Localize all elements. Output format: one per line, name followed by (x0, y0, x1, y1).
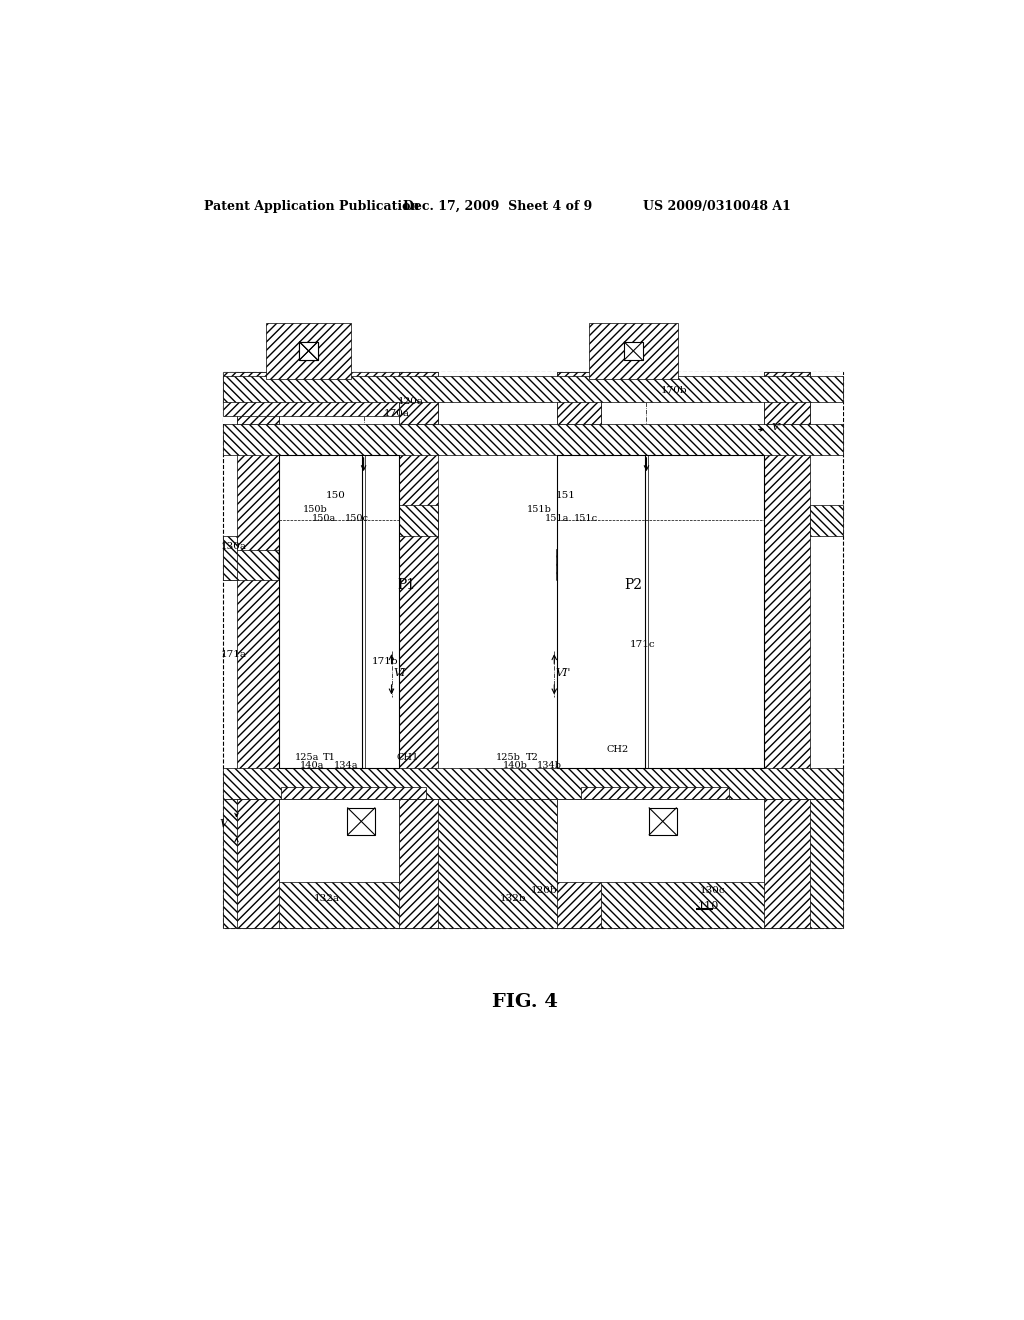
Text: FIG. 4: FIG. 4 (492, 993, 558, 1011)
Bar (624, 342, 643, 360)
Text: VI: VI (393, 668, 406, 678)
Text: 171c: 171c (630, 640, 655, 648)
Bar (764, 372, 810, 424)
Bar (764, 372, 810, 928)
Text: 171a: 171a (221, 649, 247, 659)
Text: 150: 150 (326, 491, 345, 500)
Text: 125a: 125a (295, 752, 319, 762)
Text: 140a: 140a (300, 760, 325, 770)
Text: Dec. 17, 2009  Sheet 4 of 9: Dec. 17, 2009 Sheet 4 of 9 (403, 199, 592, 213)
Bar (399, 372, 438, 424)
Polygon shape (557, 506, 764, 581)
Text: CH2: CH2 (606, 744, 629, 754)
Text: 150a: 150a (311, 515, 336, 523)
Text: 170a: 170a (384, 409, 410, 418)
Text: 120b: 120b (531, 886, 558, 895)
Text: 151b: 151b (527, 506, 552, 513)
Bar (589, 323, 678, 379)
Bar (223, 536, 237, 581)
Bar (223, 372, 843, 424)
Bar (764, 799, 810, 928)
Bar (223, 376, 843, 401)
Text: 125b: 125b (496, 752, 521, 762)
Text: 171b: 171b (372, 657, 398, 667)
Bar (557, 372, 601, 424)
Text: 170b: 170b (662, 387, 688, 395)
Bar (299, 342, 317, 360)
Text: 132a: 132a (314, 894, 340, 903)
Bar (223, 424, 843, 455)
Bar (237, 372, 280, 424)
Text: 150c: 150c (345, 515, 369, 523)
Text: 132b: 132b (500, 894, 526, 903)
Text: P1: P1 (397, 578, 416, 593)
Bar (223, 799, 843, 928)
Bar (280, 455, 399, 768)
Bar (266, 323, 351, 379)
Text: 134a: 134a (334, 760, 357, 770)
Bar (223, 372, 843, 928)
Bar (293, 337, 324, 364)
Text: 140b: 140b (503, 760, 528, 770)
Text: P2: P2 (624, 578, 642, 593)
Bar (237, 799, 280, 928)
Bar (223, 372, 399, 416)
Text: T1: T1 (324, 752, 336, 762)
Text: 151: 151 (556, 491, 575, 500)
Text: 130a: 130a (221, 543, 247, 550)
Text: CH1: CH1 (397, 752, 419, 762)
Text: 130c: 130c (700, 886, 726, 895)
Polygon shape (280, 506, 399, 581)
Text: VI': VI' (556, 668, 571, 678)
Bar (810, 506, 843, 536)
Bar (223, 549, 280, 581)
Bar (601, 506, 764, 536)
Bar (582, 787, 729, 879)
Bar (299, 342, 317, 360)
Bar (282, 787, 426, 879)
Text: Patent Application Publication: Patent Application Publication (204, 199, 420, 213)
Bar (557, 799, 601, 928)
Bar (399, 799, 438, 928)
Text: V: V (219, 818, 227, 829)
Text: 110: 110 (697, 902, 719, 911)
Bar (399, 372, 438, 928)
Bar (280, 799, 399, 882)
Text: 120a: 120a (397, 397, 424, 407)
Text: 151c: 151c (573, 515, 598, 523)
Text: US 2009/0310048 A1: US 2009/0310048 A1 (643, 199, 792, 213)
Bar (557, 455, 764, 768)
Bar (649, 808, 677, 836)
Bar (347, 808, 375, 836)
Text: 150b: 150b (302, 506, 327, 513)
Text: 151a: 151a (545, 515, 569, 523)
Text: T2: T2 (525, 752, 539, 762)
Bar (223, 768, 843, 799)
Text: V': V' (771, 424, 781, 432)
Bar (557, 799, 764, 882)
Bar (399, 506, 438, 536)
Bar (286, 330, 332, 372)
Bar (557, 372, 601, 928)
Text: 134b: 134b (537, 760, 561, 770)
Bar (237, 372, 280, 928)
